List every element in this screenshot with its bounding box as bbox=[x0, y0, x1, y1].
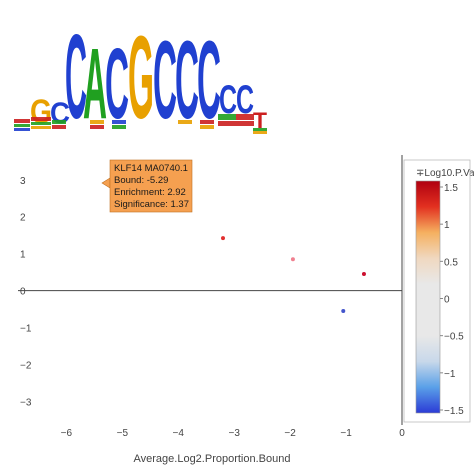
colorbar-tick-label: 0 bbox=[444, 295, 450, 306]
tooltip-bound: Bound: -5.29 bbox=[114, 175, 168, 186]
logo-letter-3: C bbox=[65, 10, 87, 144]
colorbar: ∓Log10.P.Va 1.5 1 0.5 0 −0.5 −1 −1.5 bbox=[403, 159, 474, 423]
colorbar-tick-label: −0.5 bbox=[444, 332, 464, 343]
y-tick-label: −2 bbox=[20, 361, 32, 372]
scatter-plot: 3 2 1 0 −1 −2 −3 −6 −5 −4 −3 −2 −1 0 Average.Log2.Pr… bbox=[18, 155, 405, 465]
colorbar-tick-label: 1 bbox=[444, 220, 450, 231]
logo-letter-11: C bbox=[236, 78, 254, 122]
colorbar-tick-label: −1.5 bbox=[444, 406, 464, 417]
data-point[interactable] bbox=[221, 236, 225, 241]
logo-letter-7: C bbox=[153, 19, 177, 142]
hover-tooltip: KLF14 MA0740.1 Bound: -5.29 Enrichment: … bbox=[101, 159, 193, 213]
x-tick-label: −6 bbox=[61, 428, 73, 439]
colorbar-ticks: 1.5 1 0.5 0 −0.5 −1 −1.5 bbox=[440, 183, 464, 417]
sequence-logo: G C C A C G C C C C C T bbox=[14, 10, 268, 144]
x-tick-label: −4 bbox=[173, 428, 185, 439]
logo-letter-6: G bbox=[128, 12, 154, 144]
x-axis-ticks: −6 −5 −4 −3 −2 −1 0 bbox=[61, 428, 406, 439]
y-tick-label: 2 bbox=[20, 213, 26, 224]
colorbar-tick-label: 0.5 bbox=[444, 257, 458, 268]
y-tick-label: −1 bbox=[20, 324, 32, 335]
data-point[interactable] bbox=[290, 257, 295, 262]
x-tick-label: −3 bbox=[228, 428, 240, 439]
colorbar-title: ∓Log10.P.Va bbox=[416, 168, 474, 179]
x-tick-label: −1 bbox=[340, 428, 352, 439]
y-tick-label: −3 bbox=[20, 398, 32, 409]
y-tick-label: 3 bbox=[20, 176, 26, 187]
y-axis-ticks: 3 2 1 0 −1 −2 −3 bbox=[20, 176, 32, 409]
logo-minor-stack bbox=[14, 114, 267, 134]
tooltip-name: KLF14 MA0740.1 bbox=[114, 163, 188, 174]
colorbar-gradient bbox=[415, 180, 441, 414]
y-tick-label: 0 bbox=[20, 287, 26, 298]
x-tick-label: −2 bbox=[284, 428, 296, 439]
logo-letter-10: C bbox=[219, 78, 237, 122]
data-point[interactable] bbox=[361, 272, 366, 277]
tooltip-significance: Significance: 1.37 bbox=[114, 199, 189, 210]
colorbar-tick-label: 1.5 bbox=[444, 183, 458, 194]
x-axis-title: Average.Log2.Proportion.Bound bbox=[134, 453, 291, 465]
tooltip-enrichment: Enrichment: 2.92 bbox=[114, 187, 186, 198]
x-tick-label: −5 bbox=[117, 428, 129, 439]
logo-letter-12: T bbox=[253, 108, 268, 133]
logo-letter-1: G bbox=[30, 93, 52, 131]
colorbar-tick-label: −1 bbox=[444, 369, 456, 380]
data-point[interactable] bbox=[341, 308, 346, 313]
y-tick-label: 1 bbox=[20, 250, 26, 261]
x-tick-label: 0 bbox=[399, 428, 405, 439]
